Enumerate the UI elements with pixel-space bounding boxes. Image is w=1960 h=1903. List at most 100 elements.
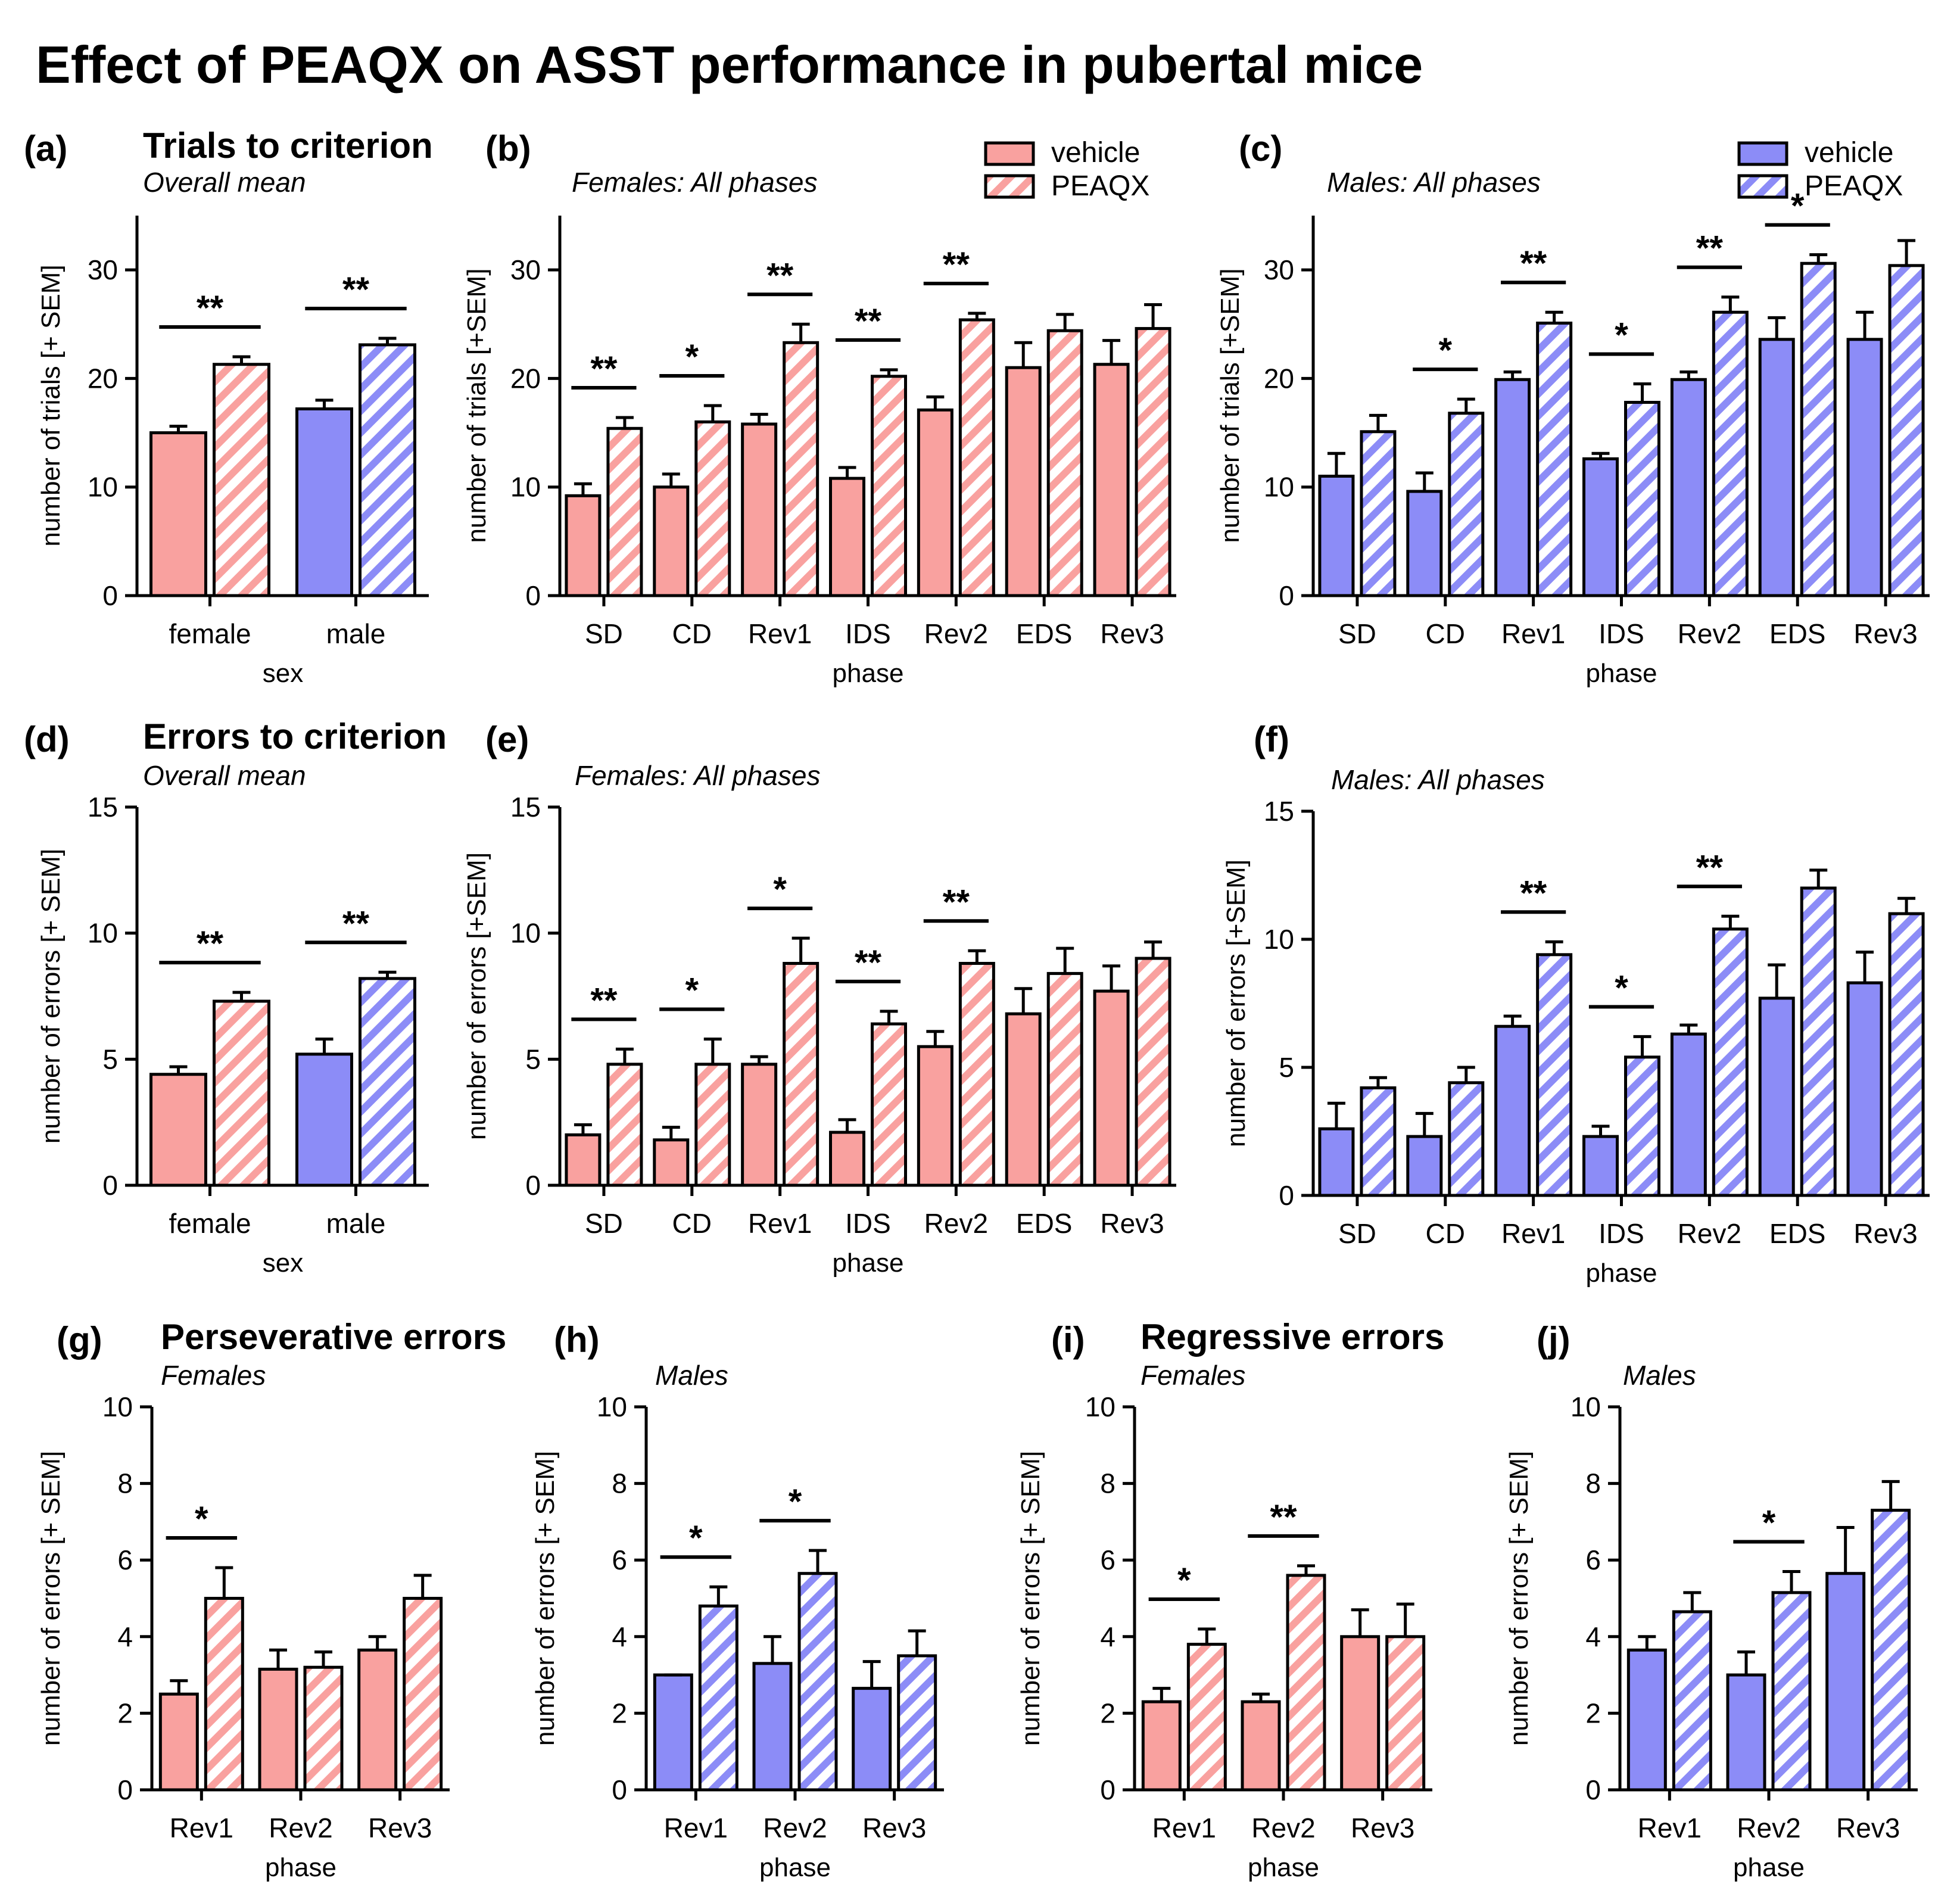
x-tick-label: male xyxy=(326,618,386,649)
panel-subtitle: Males xyxy=(1623,1360,1696,1391)
bar-peaqx-rev2 xyxy=(958,318,995,597)
panel-subtitle: Females: All phases xyxy=(572,167,817,198)
bar-peaqx-eds xyxy=(1046,329,1083,597)
panel-e: (e) Females: All phases 0 5 10 15 number of er… xyxy=(462,720,1176,1278)
panel-label: (a) xyxy=(24,129,67,169)
y-tick-label: 6 xyxy=(1100,1544,1115,1575)
y-tick-label: 4 xyxy=(1100,1621,1115,1652)
x-tick-label: CD xyxy=(1426,618,1465,649)
bar-peaqx-rev2 xyxy=(1771,1591,1812,1792)
legend-swatch-vehicle xyxy=(984,141,1035,166)
bar-peaqx-rev3 xyxy=(1888,912,1925,1197)
panel-heading: Perseverative errors xyxy=(161,1317,506,1357)
bar-vehicle-rev1 xyxy=(158,1692,199,1792)
y-tick-label: 20 xyxy=(1264,363,1294,394)
x-tick-label: IDS xyxy=(845,1208,891,1239)
bar-peaqx-ids xyxy=(1624,1055,1660,1197)
x-tick-label: CD xyxy=(1426,1218,1465,1249)
y-tick-label: 10 xyxy=(88,472,118,503)
bar-vehicle-sd xyxy=(1318,1127,1355,1197)
bar-vehicle-rev3 xyxy=(1825,1572,1866,1792)
y-tick-label: 20 xyxy=(510,363,541,394)
panel-subtitle: Females xyxy=(161,1360,266,1391)
y-axis-label: number of errors [+ SEM] xyxy=(1504,1451,1534,1746)
significance-marker: ** xyxy=(855,302,882,341)
x-tick-label: Rev1 xyxy=(1501,618,1565,649)
bar-peaqx-rev1 xyxy=(1536,321,1573,597)
significance-marker: * xyxy=(1438,331,1452,370)
bar-vehicle-rev2 xyxy=(258,1667,298,1792)
y-axis-label: number of errors [+SEM] xyxy=(462,852,491,1140)
legend-label-vehicle: vehicle xyxy=(1051,137,1140,169)
x-tick-label: Rev2 xyxy=(1678,618,1741,649)
significance-marker: ** xyxy=(855,943,882,982)
y-tick-label: 6 xyxy=(117,1544,133,1575)
panel-subtitle: Males xyxy=(655,1360,728,1391)
significance-marker: ** xyxy=(197,924,224,963)
x-tick-label: EDS xyxy=(1016,1208,1073,1239)
y-tick-label: 0 xyxy=(612,1774,627,1805)
significance-marker: * xyxy=(1615,316,1628,355)
significance-marker: ** xyxy=(943,245,970,284)
x-tick-label: CD xyxy=(672,618,712,649)
bar-vehicle-ids xyxy=(1582,457,1619,597)
bar-vehicle-rev1 xyxy=(1494,378,1531,597)
bar-peaqx-rev3 xyxy=(1871,1509,1911,1792)
y-tick-label: 2 xyxy=(612,1698,627,1728)
x-axis-label: phase xyxy=(265,1853,336,1882)
x-tick-label: Rev1 xyxy=(1501,1218,1565,1249)
bar-peaqx-eds xyxy=(1800,261,1837,597)
x-tick-label: IDS xyxy=(845,618,891,649)
x-tick-label: Rev2 xyxy=(1251,1812,1315,1843)
y-tick-label: 20 xyxy=(88,363,118,394)
x-tick-label: Rev2 xyxy=(924,618,988,649)
x-tick-label: Rev1 xyxy=(1152,1812,1216,1843)
y-tick-label: 10 xyxy=(510,918,541,949)
panel-subtitle: Overall mean xyxy=(143,167,306,198)
significance-marker: ** xyxy=(590,350,618,388)
x-tick-label: male xyxy=(326,1208,386,1239)
y-tick-label: 30 xyxy=(1264,254,1294,285)
x-tick-label: Rev2 xyxy=(1737,1812,1800,1843)
panel-label: (g) xyxy=(57,1320,102,1360)
bar-peaqx-male xyxy=(359,343,416,597)
bar-vehicle-sd xyxy=(565,1133,602,1187)
bar-vehicle-rev1 xyxy=(1494,1024,1531,1197)
x-tick-label: SD xyxy=(1338,618,1376,649)
y-tick-label: 2 xyxy=(1100,1698,1115,1728)
x-tick-label: Rev2 xyxy=(924,1208,988,1239)
significance-marker: * xyxy=(1177,1561,1191,1600)
legend-label-peaqx: PEAQX xyxy=(1051,170,1149,202)
panel-heading: Errors to criterion xyxy=(143,717,447,756)
bar-vehicle-ids xyxy=(1582,1135,1619,1197)
y-axis-label: number of trials [+SEM] xyxy=(1216,269,1245,543)
y-tick-label: 10 xyxy=(1264,924,1294,955)
x-tick-label: female xyxy=(169,1208,251,1239)
bar-peaqx-sd xyxy=(606,1063,643,1187)
panel-j: (j) Males 0 2 4 6 8 10 number of errors [+ SEM] p… xyxy=(1504,1320,1918,1882)
panel-label: (i) xyxy=(1051,1320,1085,1360)
legend-label-peaqx: PEAQX xyxy=(1805,170,1903,202)
x-tick-label: EDS xyxy=(1016,618,1073,649)
bar-peaqx-rev3 xyxy=(1385,1635,1426,1792)
y-tick-label: 10 xyxy=(510,472,541,503)
y-tick-label: 0 xyxy=(102,580,118,611)
bar-vehicle-rev1 xyxy=(741,1063,778,1187)
bar-vehicle-rev2 xyxy=(1726,1673,1766,1792)
bar-vehicle-rev3 xyxy=(1846,338,1883,597)
y-axis-label: number of trials [+ SEM] xyxy=(36,264,66,546)
bar-vehicle-cd xyxy=(1406,1135,1443,1197)
significance-marker: ** xyxy=(590,981,618,1020)
bar-peaqx-ids xyxy=(1624,401,1660,597)
y-tick-label: 5 xyxy=(102,1044,118,1074)
significance-marker: * xyxy=(685,338,699,376)
bar-vehicle-male xyxy=(295,1052,353,1187)
bar-vehicle-rev1 xyxy=(741,422,778,597)
x-tick-label: Rev1 xyxy=(170,1812,233,1843)
y-tick-label: 8 xyxy=(1100,1468,1115,1499)
bar-vehicle-rev2 xyxy=(917,1045,953,1187)
